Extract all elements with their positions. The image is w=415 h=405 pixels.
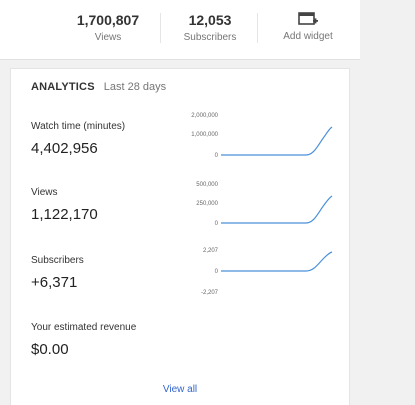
metric-value: $0.00 — [31, 341, 69, 358]
tick-label: 2,000,000 — [191, 113, 218, 119]
subscribers-stat: 12,053 Subscribers — [170, 12, 250, 43]
tick-label: 0 — [215, 221, 219, 227]
subscribers-sparkline: 2,207 0 -2,207 — [176, 245, 336, 300]
tick-label: 250,000 — [196, 201, 218, 207]
metric-value: 1,122,170 — [31, 206, 98, 223]
subscribers-count: 12,053 — [188, 12, 232, 28]
metric-value: +6,371 — [31, 274, 78, 291]
channel-stats-card: 1,700,807 Views 12,053 Subscribers Add w… — [0, 0, 360, 60]
views-sparkline: 500,000 250,000 0 — [176, 179, 336, 234]
tick-label: 2,207 — [203, 248, 219, 254]
add-widget-label: Add widget — [283, 31, 333, 42]
metric-label: Watch time (minutes) — [31, 121, 126, 132]
metric-revenue: Your estimated revenue $0.00 — [31, 322, 136, 358]
metric-value: 4,402,956 — [31, 140, 98, 157]
metric-watch-time: Watch time (minutes) 4,402,956 — [31, 121, 125, 157]
watch-time-sparkline: 2,000,000 1,000,000 0 — [176, 109, 336, 164]
metric-views: Views 1,122,170 — [31, 187, 98, 223]
add-widget-icon — [298, 11, 318, 27]
tick-label: 500,000 — [196, 182, 218, 188]
tick-label: -2,207 — [201, 290, 219, 296]
metric-label: Subscribers — [31, 255, 84, 266]
analytics-card: ANALYTICS Last 28 days Watch time (minut… — [10, 68, 350, 405]
analytics-period: Last 28 days — [103, 81, 167, 93]
views-stat: 1,700,807 Views — [62, 12, 154, 43]
metric-label: Your estimated revenue — [31, 322, 137, 333]
metric-label: Views — [31, 187, 58, 198]
stat-divider — [257, 13, 258, 43]
tick-label: 0 — [215, 153, 219, 159]
tick-label: 0 — [215, 269, 219, 275]
sparkline — [221, 195, 333, 224]
view-all-link[interactable]: View all — [162, 384, 198, 395]
views-label: Views — [94, 32, 122, 43]
tick-label: 1,000,000 — [191, 132, 218, 138]
views-count: 1,700,807 — [76, 12, 140, 28]
analytics-header: ANALYTICS Last 28 days — [31, 81, 166, 93]
stat-divider — [160, 13, 161, 43]
analytics-title: ANALYTICS — [31, 81, 95, 93]
add-widget-button[interactable]: Add widget — [272, 11, 344, 42]
sparkline — [221, 126, 333, 156]
metric-subscribers: Subscribers +6,371 — [31, 255, 84, 291]
sparkline — [221, 251, 333, 272]
subscribers-label: Subscribers — [183, 32, 237, 43]
